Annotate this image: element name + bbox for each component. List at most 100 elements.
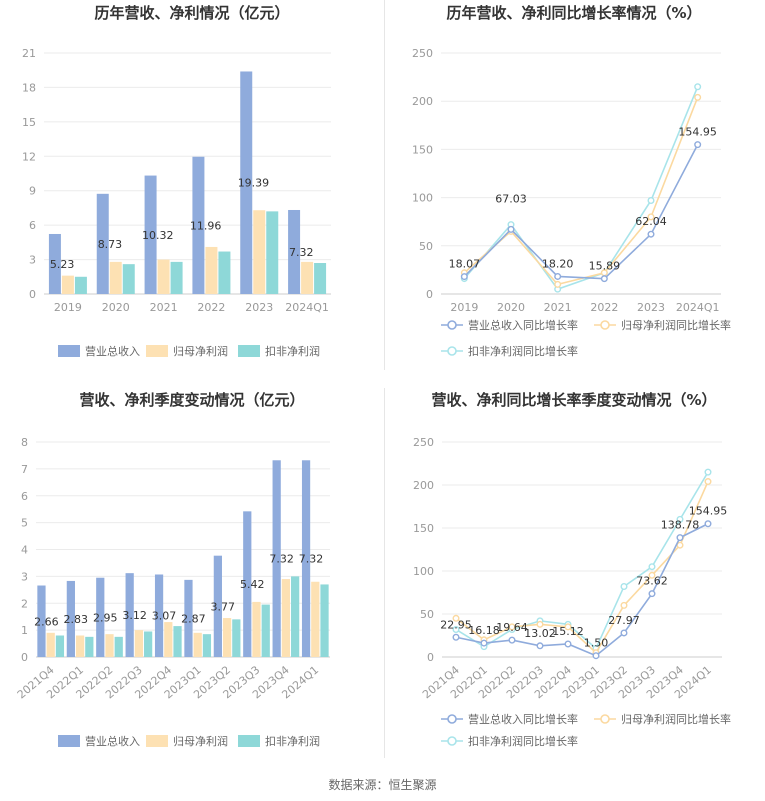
bar-revenue	[243, 511, 252, 657]
x-tick-label: 2020	[497, 301, 525, 314]
bar-parent-profit	[75, 635, 85, 657]
line-data-label: 73.62	[636, 575, 668, 588]
legend-label: 归母净利润	[173, 344, 228, 358]
bar-deducted-profit	[114, 636, 123, 657]
bar-parent-profit	[311, 581, 320, 657]
bar-revenue	[96, 193, 109, 294]
bar-revenue	[213, 555, 222, 657]
bar-parent-profit	[164, 622, 173, 657]
line-point	[647, 230, 655, 238]
y-tick-label: 0	[29, 288, 36, 301]
y-tick-label: 200	[413, 479, 434, 492]
bar-data-label: 5.23	[50, 258, 75, 271]
bar-deducted-profit	[202, 634, 212, 657]
bar-data-label: 10.32	[142, 229, 174, 242]
bar-data-label: 7.32	[289, 246, 314, 259]
bar-data-label: 11.96	[190, 219, 222, 232]
bar-deducted-profit	[170, 261, 183, 294]
line-point	[704, 520, 712, 528]
bar-parent-profit	[301, 261, 314, 294]
line-data-label: 15.12	[552, 625, 584, 638]
y-tick-label: 12	[22, 150, 36, 163]
bar-deducted-profit	[122, 264, 135, 294]
legend-label: 营业总收入	[85, 344, 140, 358]
legend-swatch	[58, 345, 80, 357]
x-tick-label: 2021	[544, 301, 572, 314]
line-parent-profit	[455, 481, 709, 654]
line-point	[460, 273, 468, 281]
y-tick-label: 150	[412, 143, 433, 156]
panel-divider-top	[384, 0, 385, 370]
legend-swatch	[146, 345, 168, 357]
y-tick-label: 50	[420, 608, 434, 621]
line-data-label: 16.18	[468, 624, 500, 637]
x-tick-label: 2024Q1	[676, 301, 720, 314]
line-point	[704, 468, 712, 476]
bar-revenue	[37, 585, 46, 657]
y-tick-label: 200	[412, 95, 433, 108]
bar-data-label: 2.66	[34, 615, 59, 628]
legend-swatch	[146, 735, 168, 747]
line-point	[648, 563, 656, 571]
y-tick-label: 18	[22, 81, 36, 94]
line-point	[507, 225, 515, 233]
legend-marker	[447, 320, 457, 330]
bar-parent-profit	[61, 275, 74, 294]
line-data-label: 22.95	[440, 618, 472, 631]
bar-revenue	[66, 580, 75, 657]
legend-marker	[447, 346, 457, 356]
line-point	[620, 582, 628, 590]
bar-deducted-profit	[173, 626, 182, 657]
bar-revenue	[48, 233, 61, 294]
x-tick-label: 2021	[150, 301, 178, 314]
line-deducted-profit	[463, 86, 699, 291]
legend-swatch	[238, 345, 260, 357]
bar-deducted-profit	[320, 584, 329, 657]
line-data-label: 13.02	[524, 627, 556, 640]
y-tick-label: 1	[21, 624, 28, 637]
y-tick-label: 0	[426, 288, 433, 301]
legend-marker	[447, 736, 457, 746]
bar-data-label: 7.32	[299, 553, 324, 566]
bar-data-label: 3.07	[152, 610, 177, 623]
line-point	[620, 629, 628, 637]
y-tick-label: 5	[21, 517, 28, 530]
line-data-label: 27.97	[608, 614, 640, 627]
line-data-label: 154.95	[678, 126, 717, 139]
bar-deducted-profit	[266, 211, 279, 294]
line-point	[554, 280, 562, 288]
line-point	[480, 639, 488, 647]
x-tick-label: 2023	[245, 301, 273, 314]
legend-label: 归母净利润	[173, 734, 228, 748]
panel-divider-bottom	[384, 388, 385, 758]
chart-title: 历年营收、净利情况（亿元）	[94, 4, 289, 22]
bar-revenue	[96, 577, 105, 657]
line-point	[647, 213, 655, 221]
line-deducted-profit	[455, 471, 709, 650]
line-point	[452, 614, 460, 622]
y-tick-label: 7	[21, 463, 28, 476]
bar-parent-profit	[134, 630, 144, 657]
legend-label: 营业总收入同比增长率	[468, 318, 578, 332]
chart-title: 营收、净利同比增长率季度变动情况（%）	[431, 391, 716, 409]
bar-deducted-profit	[144, 631, 153, 657]
line-data-label: 154.95	[689, 505, 728, 518]
line-point	[648, 571, 656, 579]
bar-revenue	[125, 573, 134, 657]
line-point	[648, 590, 656, 598]
line-point	[508, 623, 516, 631]
y-tick-label: 250	[413, 436, 434, 449]
legend-label: 扣非净利润同比增长率	[468, 734, 578, 748]
bar-revenue	[272, 460, 281, 657]
line-point	[452, 625, 460, 633]
bar-deducted-profit	[85, 636, 94, 657]
line-point	[508, 636, 516, 644]
bar-deducted-profit	[55, 635, 65, 657]
bar-revenue	[154, 574, 164, 657]
line-revenue	[455, 523, 709, 657]
line-point	[676, 534, 684, 542]
legend-label: 营业总收入	[85, 734, 140, 748]
line-data-label: 19.64	[496, 621, 528, 634]
legend-label: 营业总收入同比增长率	[468, 712, 578, 726]
legend-swatch	[238, 735, 260, 747]
